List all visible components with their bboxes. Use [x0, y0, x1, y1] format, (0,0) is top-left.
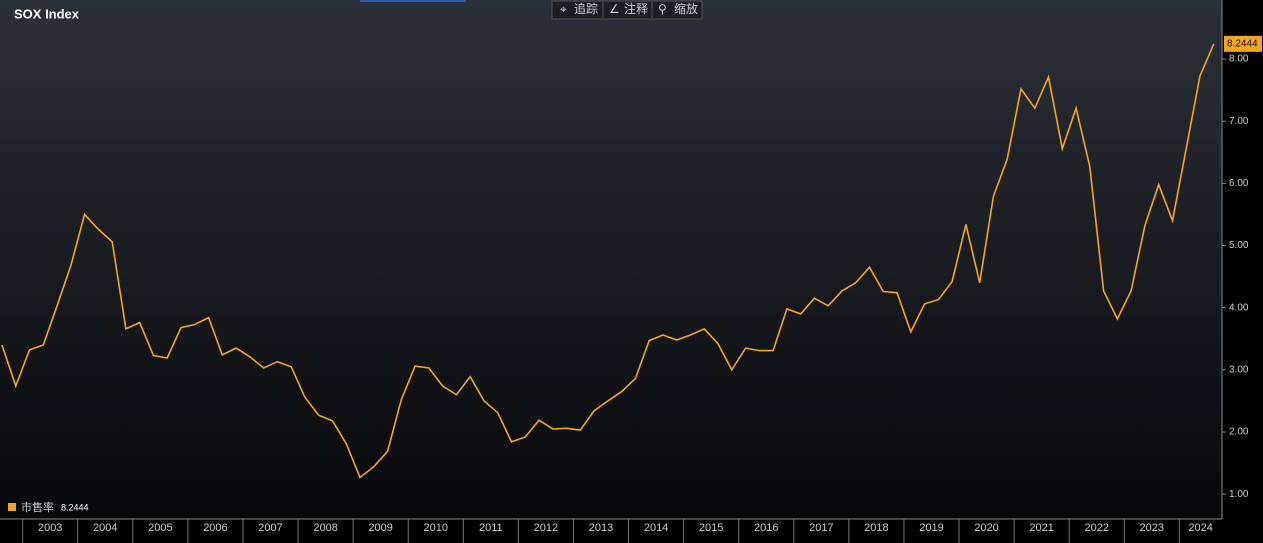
x-tick-label: 2007 — [258, 522, 282, 534]
x-tick-label: 2009 — [368, 522, 392, 534]
legend-value: 8.2444 — [61, 502, 89, 512]
x-tick-label: 2021 — [1029, 522, 1053, 534]
last-value-tag — [1224, 35, 1262, 52]
toolbar: ⌖ 追踪 ∠ 注释 ⚲ 缩放 — [551, 0, 703, 20]
y-tick-label: 1.00 — [1229, 489, 1249, 500]
y-tick-label: 3.00 — [1229, 364, 1249, 375]
x-tick-label: 2012 — [534, 522, 558, 534]
x-tick-label: 2014 — [644, 522, 668, 534]
x-tick-label: 2006 — [203, 522, 227, 534]
track-icon: ⌖ — [560, 2, 567, 16]
x-tick-label: 2005 — [148, 522, 172, 534]
annotate-icon: ∠ — [609, 2, 620, 16]
track-button[interactable]: ⌖ 追踪 — [560, 1, 598, 16]
x-axis-panel — [0, 519, 1222, 543]
x-tick-label: 2023 — [1140, 522, 1164, 534]
series-line — [1, 43, 1215, 479]
x-tick-label: 2020 — [974, 522, 998, 534]
legend-swatch — [8, 503, 16, 511]
top-highlight — [360, 0, 466, 2]
x-tick-label: 2010 — [424, 522, 448, 534]
x-tick-label: 2016 — [754, 522, 778, 534]
track-label[interactable]: 追踪 — [574, 1, 598, 16]
x-tick-label: 2008 — [313, 522, 337, 534]
y-tick-label: 7.00 — [1229, 116, 1249, 127]
x-tick-label: 2018 — [864, 522, 888, 534]
legend-label: 市售率 — [21, 500, 54, 514]
x-tick-label: 2015 — [699, 522, 723, 534]
x-tick-label: 2019 — [919, 522, 943, 534]
x-tick-label: 2013 — [589, 522, 613, 534]
annotate-button[interactable]: ∠ 注释 — [609, 1, 648, 16]
y-tick-label: 8.00 — [1229, 54, 1249, 65]
axis-panel — [1222, 0, 1263, 543]
zoom-label[interactable]: 缩放 — [674, 1, 698, 16]
zoom-button[interactable]: ⚲ 缩放 — [658, 1, 698, 16]
x-tick-label: 2024 — [1188, 522, 1212, 534]
y-tick-label: 5.00 — [1229, 240, 1249, 251]
last-value-label: 8.2444 — [1227, 38, 1258, 49]
toolbar-frame — [551, 0, 703, 20]
x-tick-label: 2011 — [479, 522, 503, 534]
x-tick-label: 2003 — [38, 522, 62, 534]
x-tick-label: 2017 — [809, 522, 833, 534]
zoom-icon: ⚲ — [658, 2, 667, 16]
x-tick-label: 2004 — [93, 522, 117, 534]
y-tick-label: 6.00 — [1229, 178, 1249, 189]
chart-title: SOX Index — [14, 6, 80, 21]
annotate-label[interactable]: 注释 — [624, 1, 648, 16]
x-tick-label: 2022 — [1084, 522, 1108, 534]
y-tick-label: 4.00 — [1229, 302, 1249, 313]
y-tick-label: 2.00 — [1229, 427, 1249, 438]
